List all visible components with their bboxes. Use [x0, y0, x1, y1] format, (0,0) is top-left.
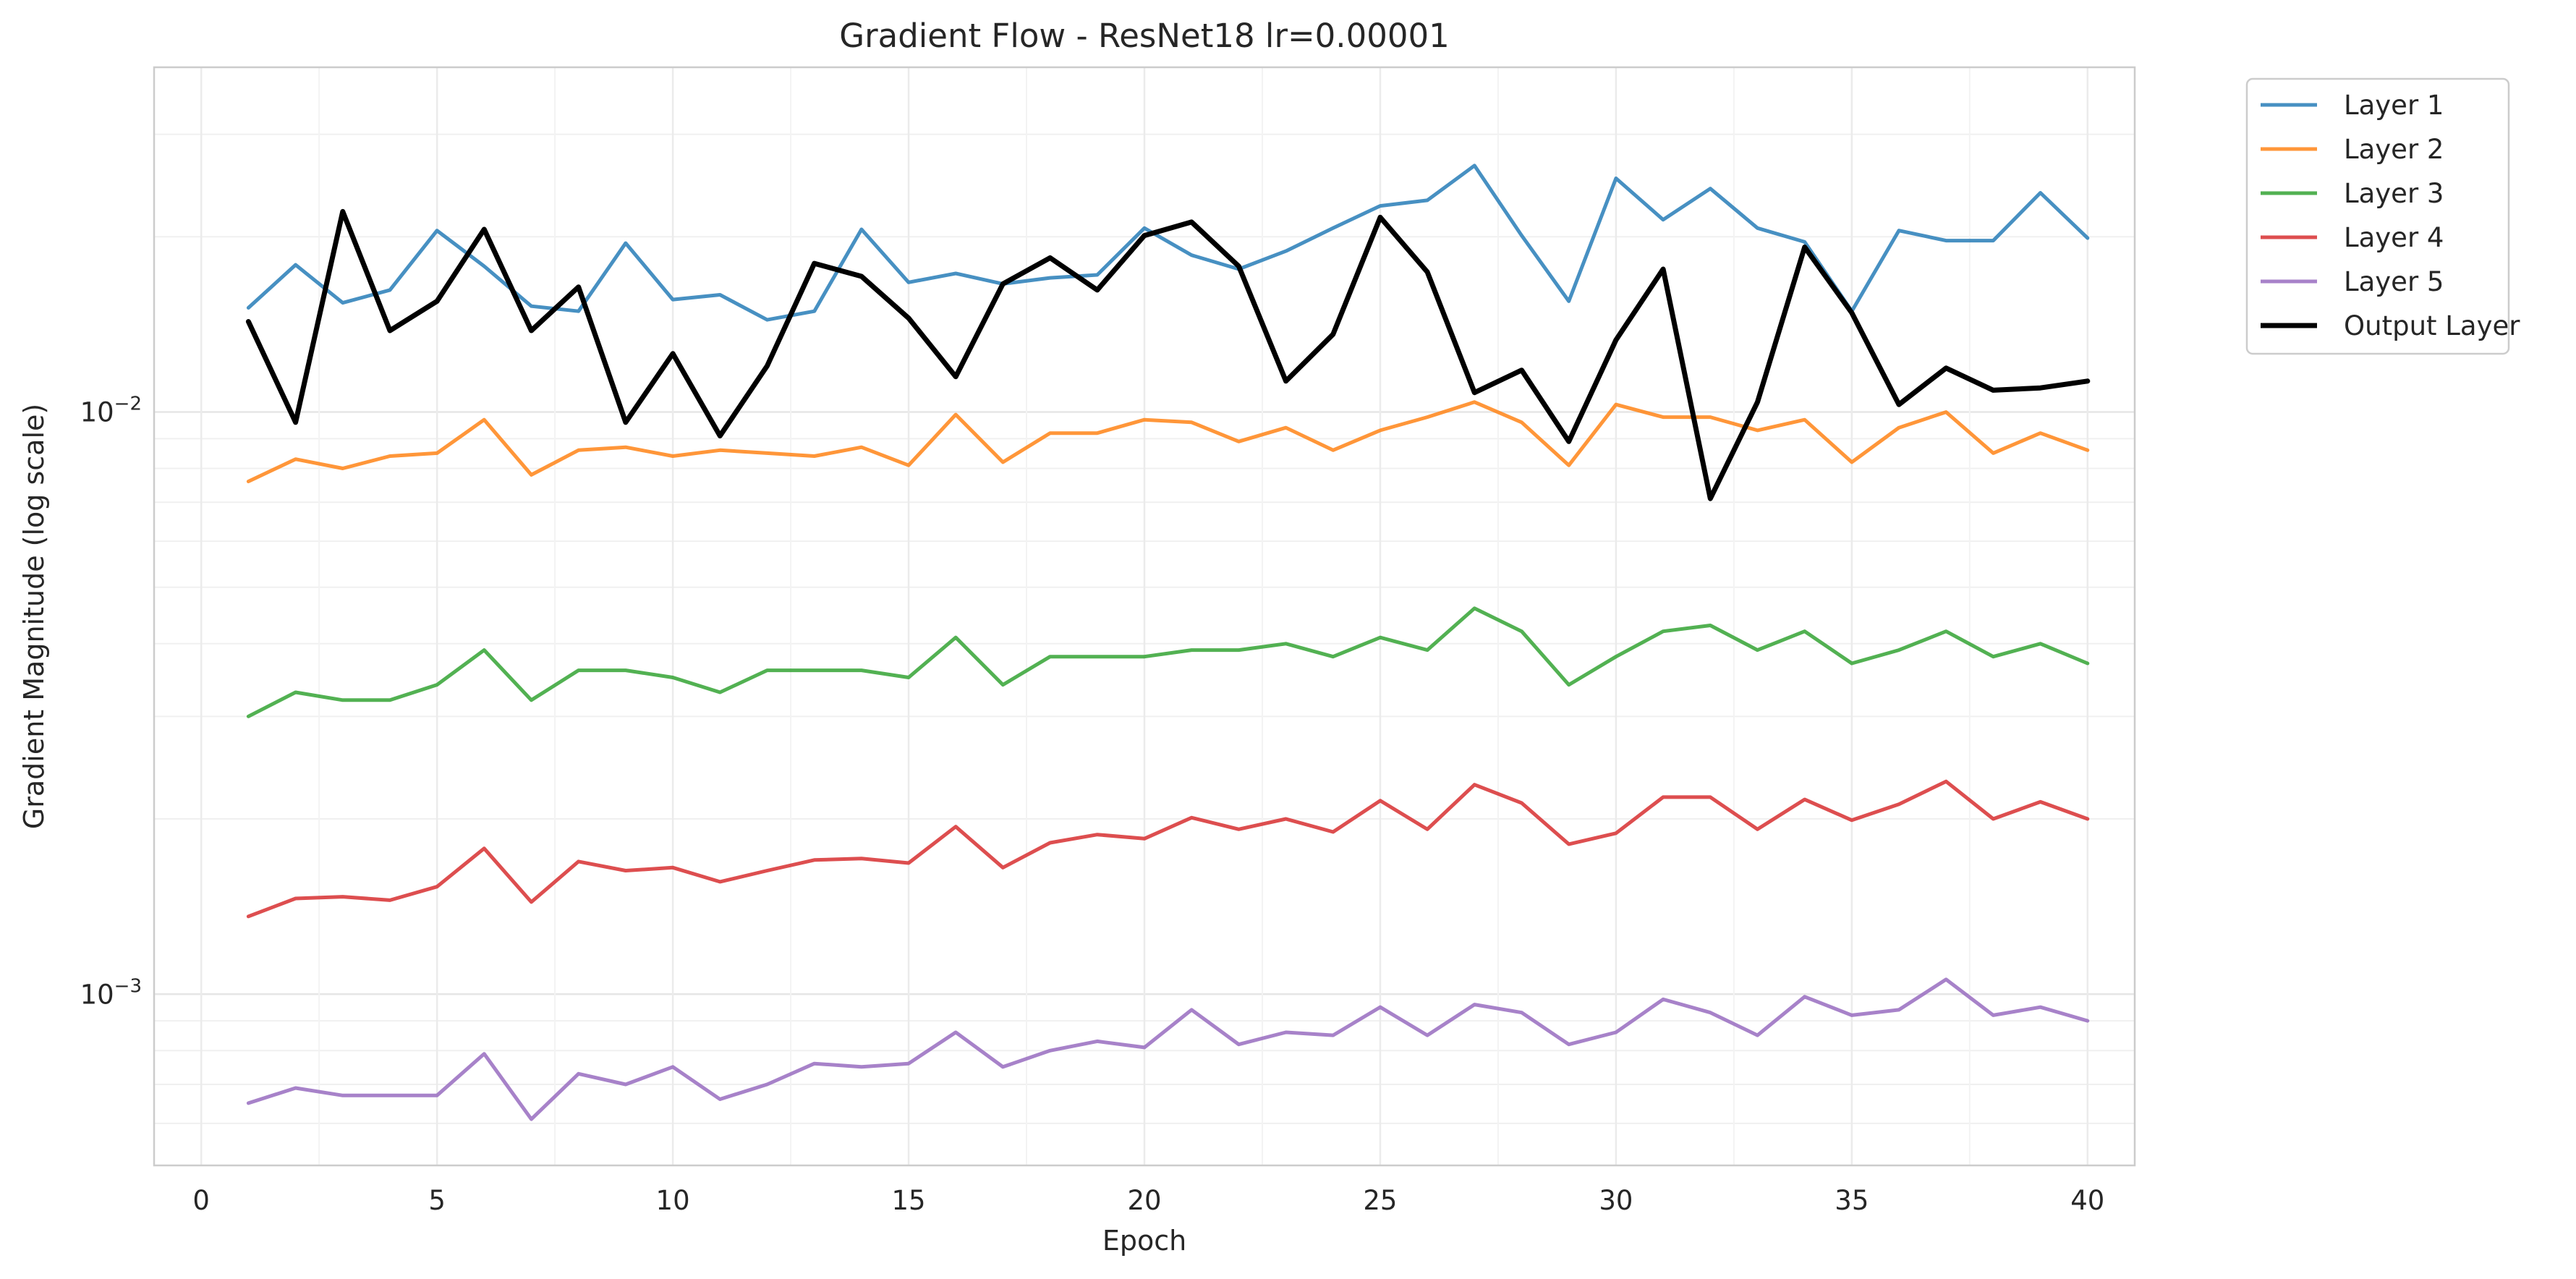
- legend-label-output-layer: Output Layer: [2344, 310, 2520, 341]
- x-tick-label: 10: [656, 1185, 690, 1216]
- y-tick-label: 10−2: [80, 394, 142, 428]
- series-lines: [245, 163, 2091, 1121]
- x-tick-label: 30: [1599, 1185, 1633, 1216]
- legend-label-layer-3: Layer 3: [2344, 178, 2444, 209]
- series-line-output-layer: [245, 208, 2091, 501]
- series-line-layer-5: [246, 977, 2090, 1121]
- legend-label-layer-2: Layer 2: [2344, 134, 2444, 165]
- y-axis-label: Gradient Magnitude (log scale): [18, 404, 50, 829]
- legend: Layer 1 Layer 2 Layer 3 Layer 4 Layer 5 Outpu…: [2245, 77, 2520, 355]
- series-line-layer-4: [246, 779, 2090, 919]
- chart-title: Gradient Flow - ResNet18 lr=0.00001: [839, 17, 1449, 55]
- series-line-layer-2: [246, 400, 2090, 483]
- y-tick-label: 10−3: [80, 975, 142, 1010]
- x-tick-label: 25: [1363, 1185, 1397, 1216]
- legend-label-layer-4: Layer 4: [2344, 222, 2444, 253]
- legend-label-layer-1: Layer 1: [2344, 90, 2444, 121]
- x-axis-label: Epoch: [1102, 1225, 1186, 1257]
- x-tick-label: 0: [192, 1185, 210, 1216]
- x-tick-label: 15: [892, 1185, 926, 1216]
- grid: [154, 67, 2135, 1165]
- series-line-layer-3: [246, 606, 2090, 718]
- legend-label-layer-5: Layer 5: [2344, 266, 2444, 297]
- x-tick-label: 40: [2070, 1185, 2104, 1216]
- y-tick-labels: 10−3 10−2: [80, 394, 142, 1011]
- plot-area-frame: [153, 66, 2136, 1167]
- x-tick-label: 5: [428, 1185, 446, 1216]
- x-tick-labels: 0 5 10 15 20 25 30 35 40: [192, 1185, 2104, 1216]
- x-tick-label: 35: [1835, 1185, 1869, 1216]
- x-tick-label: 20: [1127, 1185, 1161, 1216]
